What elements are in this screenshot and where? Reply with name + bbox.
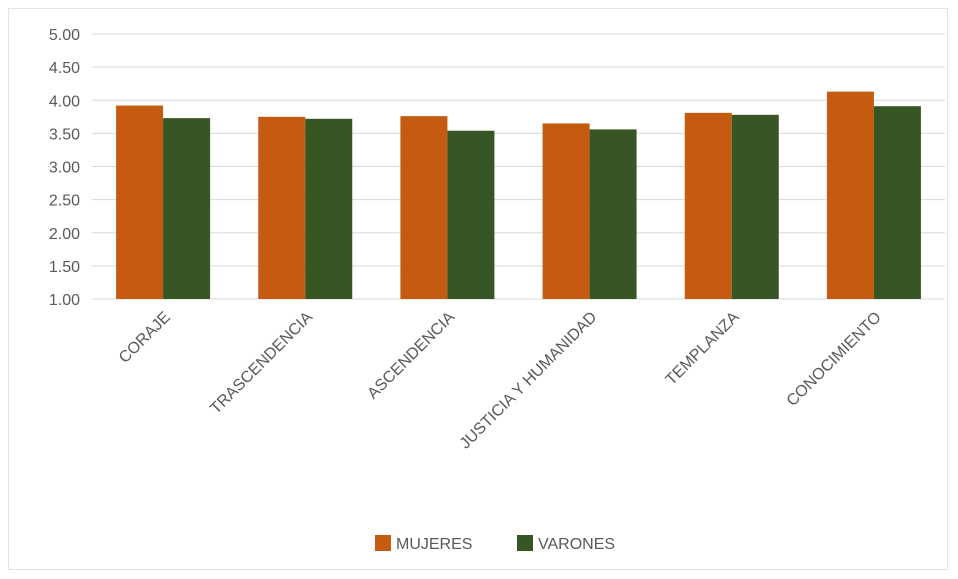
x-category-label: TRASCENDENCIA [207,309,316,418]
x-category-label: TEMPLANZA [663,309,743,389]
x-category-label: JUSTICIA Y HUMANIDAD [457,309,601,453]
x-category-label: CORAJE [116,309,174,367]
bar-varones [589,129,637,299]
legend-label-mujeres: MUJERES [396,536,472,553]
bar-varones [731,114,779,299]
bar-mujeres [826,91,874,299]
bar-varones [447,130,495,299]
bar-mujeres [258,116,306,299]
legend: MUJERES VARONES [375,535,615,553]
bar-varones [305,118,353,299]
bar-mujeres [542,123,590,299]
y-tick-label: 2.00 [49,226,80,243]
y-tick-label: 1.00 [49,292,80,309]
gridlines [92,33,945,300]
bar-varones [163,118,211,299]
y-tick-label: 4.50 [49,60,80,77]
y-tick-label: 4.00 [49,93,80,110]
bars [116,91,921,300]
y-tick-label: 1.50 [49,259,80,276]
x-category-label: ASCENDENCIA [364,309,458,403]
bar-mujeres [116,105,164,299]
bar-mujeres [400,116,448,300]
y-tick-label: 2.50 [49,193,80,210]
y-tick-label: 3.50 [49,126,80,143]
y-tick-label: 3.00 [49,160,80,177]
bar-mujeres [684,112,732,300]
legend-label-varones: VARONES [538,536,615,553]
y-tick-label: 5.00 [49,27,80,44]
bar-varones [873,106,921,300]
x-category-label: CONOCIMIENTO [784,309,885,410]
y-axis-tick-labels: 1.00 1.50 2.00 2.50 3.00 3.50 4.00 4.50 5.00 [49,27,80,309]
legend-swatch-varones [517,535,533,551]
legend-swatch-mujeres [375,535,391,551]
